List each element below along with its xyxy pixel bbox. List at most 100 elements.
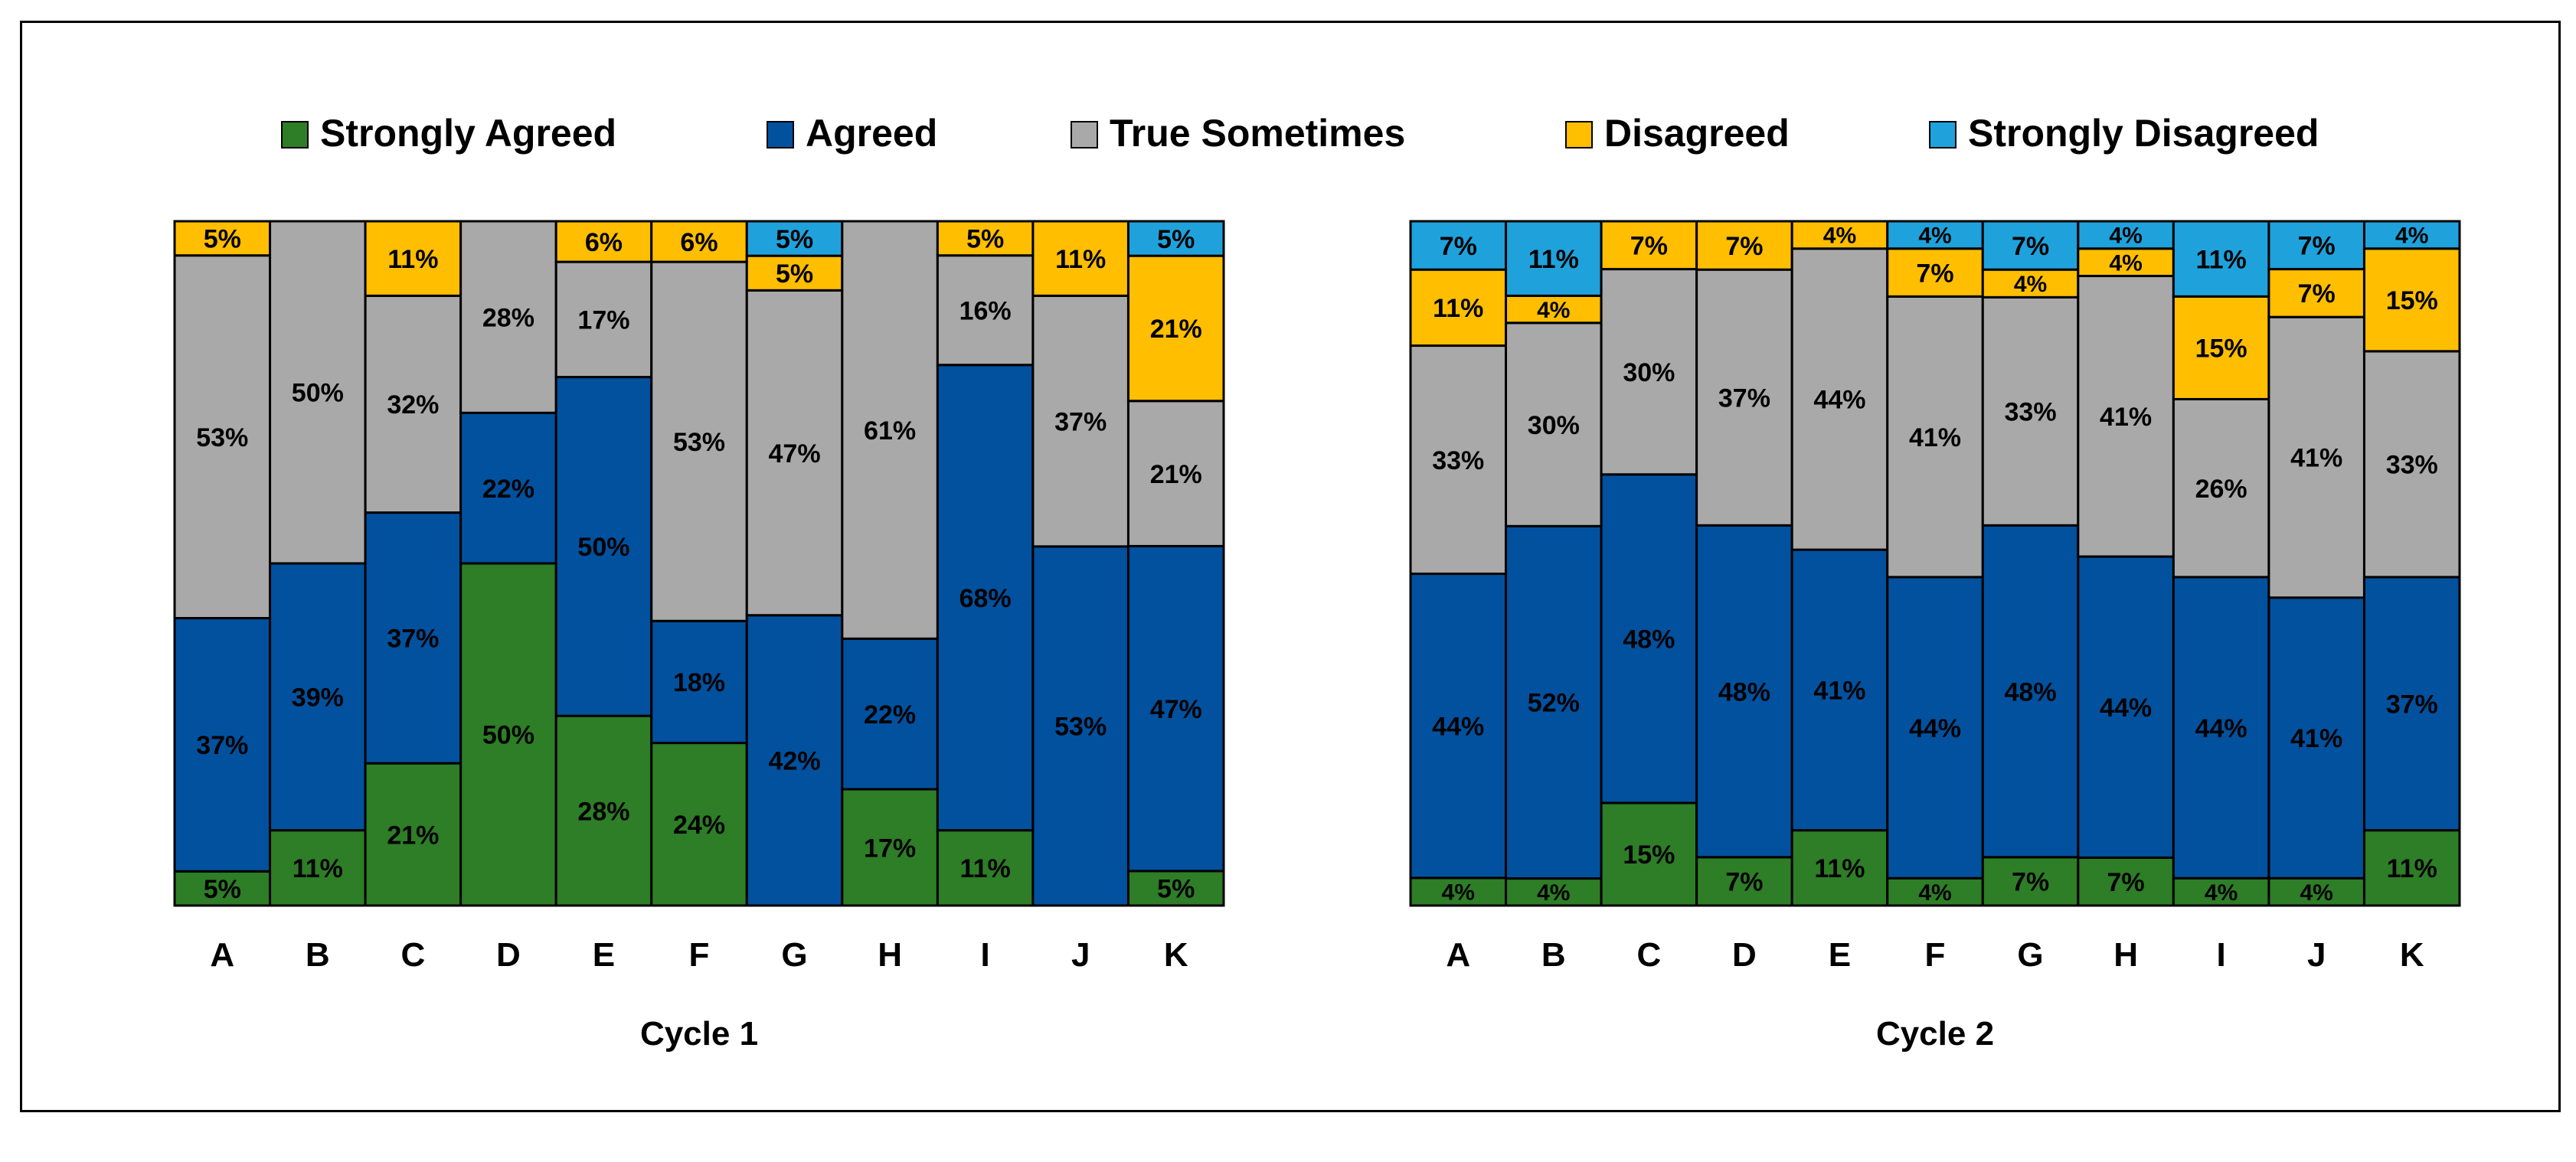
bar-segment-agreed	[2267, 596, 2365, 880]
data-label: 11%	[1433, 294, 1483, 323]
bar-segment-strongly-agreed	[1600, 801, 1698, 907]
data-label: 6%	[680, 228, 718, 257]
bar-segment-agreed	[841, 637, 939, 791]
data-label: 22%	[482, 475, 534, 504]
bar-stack-h: 7% 44% 41% 4%4%	[2077, 220, 2175, 907]
x-tick-label: D	[496, 936, 521, 974]
legend-swatch	[1565, 121, 1593, 149]
data-label: 47%	[769, 439, 821, 468]
data-label: 42%	[769, 747, 821, 776]
bar-segment-strongly-agreed	[1695, 856, 1793, 907]
bar-segment-disagreed	[173, 220, 272, 257]
data-label: 4%	[2300, 880, 2333, 906]
x-tick-label: G	[2017, 936, 2043, 974]
bar-segment-strongly-agreed	[364, 762, 463, 907]
data-label: 68%	[959, 584, 1012, 613]
chart-title: Cycle 2	[1876, 1015, 1994, 1053]
bar-segment-strongly-agreed	[2077, 856, 2175, 907]
data-label: 50%	[577, 533, 629, 562]
bar-segment-strongly-agreed	[1126, 870, 1225, 907]
legend-swatch	[1929, 121, 1957, 149]
x-tick-label: F	[1925, 936, 1946, 974]
x-tick-label: F	[689, 936, 710, 974]
data-label: 7%	[2012, 232, 2049, 261]
data-label: 17%	[577, 306, 629, 335]
data-label: 48%	[2005, 677, 2057, 707]
data-label: 18%	[673, 668, 725, 697]
x-tick-label: I	[981, 936, 990, 974]
x-tick-label: H	[878, 936, 902, 974]
bar-segment-disagreed	[1790, 220, 1889, 250]
bar-segment-strongly-disagreed	[1886, 220, 1984, 250]
data-label: 11%	[1055, 245, 1106, 274]
data-label: 28%	[577, 797, 629, 826]
data-label: 5%	[776, 259, 813, 289]
data-label: 47%	[1150, 695, 1202, 724]
bar-stack-i: 11% 68% 16% 5%	[936, 220, 1035, 907]
x-tick-label: G	[781, 936, 807, 974]
x-tick-label: D	[1732, 936, 1757, 974]
bar-segment-true-sometimes	[1031, 294, 1129, 548]
data-label: 21%	[1150, 315, 1202, 344]
bar-segment-disagreed	[1031, 220, 1129, 297]
chart-cycle-2: 4% 44% 33% 11% 7% A 4% 52% 30% 4% 11% B 15% 48% 30% 7% C…	[1409, 220, 2461, 1053]
data-label: 4%	[2395, 224, 2428, 249]
bar-segment-true-sometimes	[1695, 268, 1793, 527]
data-label: 11%	[387, 245, 438, 274]
bar-segment-agreed	[2362, 576, 2461, 832]
data-label: 11%	[960, 854, 1011, 883]
legend-swatch	[1071, 121, 1098, 149]
bar-segment-true-sometimes	[1600, 268, 1698, 476]
x-tick-label: C	[1636, 936, 1661, 974]
bar-segment-strongly-agreed	[269, 829, 367, 907]
bar-stack-b: 11% 39% 50%	[269, 220, 367, 907]
data-label: 50%	[292, 379, 344, 408]
bar-segment-disagreed	[2172, 295, 2270, 400]
bar-segment-disagreed	[650, 220, 748, 263]
bar-stack-g: 42% 47% 5% 5%	[745, 220, 844, 907]
data-label: 37%	[1718, 384, 1770, 413]
data-label: 24%	[673, 811, 725, 840]
legend-item-strongly-disagreed: Strongly Disagreed	[1929, 112, 2319, 155]
bar-segment-agreed	[2172, 576, 2270, 880]
data-label: 5%	[1157, 225, 1195, 254]
x-tick-label: E	[593, 936, 615, 974]
bar-segment-true-sometimes	[1409, 344, 1508, 576]
bar-segment-disagreed	[554, 220, 653, 263]
bar-segment-agreed	[1886, 576, 1984, 880]
bar-segment-strongly-disagreed	[2172, 220, 2270, 298]
data-label: 26%	[2195, 475, 2247, 504]
bar-stack-f: 4% 44% 41% 7% 4%	[1886, 220, 1984, 907]
bar-segment-disagreed	[1600, 220, 1698, 271]
chart-panels: 5% 37% 53% 5% A 11% 39% 50% B 21% 37% 32% 11% C 50% 22%…	[173, 220, 2461, 1053]
bar-segment-agreed	[2077, 555, 2175, 859]
bar-segment-true-sometimes	[554, 260, 653, 379]
data-label: 4%	[1918, 880, 1951, 906]
data-label: 4%	[1537, 298, 1570, 323]
data-label: 37%	[1054, 407, 1107, 436]
data-label: 4%	[2109, 224, 2142, 249]
legend-swatch	[281, 121, 309, 149]
bar-stack-d: 7% 48% 37% 7%	[1695, 220, 1793, 907]
bar-segment-agreed	[554, 376, 653, 717]
x-tick-label: I	[2217, 936, 2226, 974]
data-label: 30%	[1623, 358, 1675, 387]
bar-segment-strongly-disagreed	[1981, 220, 2080, 271]
bar-segment-agreed	[1031, 545, 1129, 907]
data-label: 15%	[2386, 286, 2438, 315]
data-label: 21%	[1150, 460, 1202, 489]
legend-label: Strongly Disagreed	[1968, 112, 2319, 155]
data-label: 52%	[1528, 689, 1580, 718]
bar-stack-c: 21% 37% 32% 11%	[364, 220, 463, 907]
bar-segment-strongly-disagreed	[1126, 220, 1225, 257]
bar-segment-true-sometimes	[1505, 322, 1603, 527]
data-label: 44%	[2195, 714, 2247, 743]
bar-stack-d: 50% 22% 28%	[459, 220, 557, 907]
bar-stack-e: 28% 50% 17% 6%	[554, 220, 653, 907]
data-label: 44%	[2100, 694, 2152, 723]
legend-item-strongly-agreed: Strongly Agreed	[281, 112, 616, 155]
data-label: 15%	[2195, 335, 2247, 364]
data-label: 5%	[966, 225, 1004, 254]
data-label: 4%	[1918, 224, 1951, 249]
